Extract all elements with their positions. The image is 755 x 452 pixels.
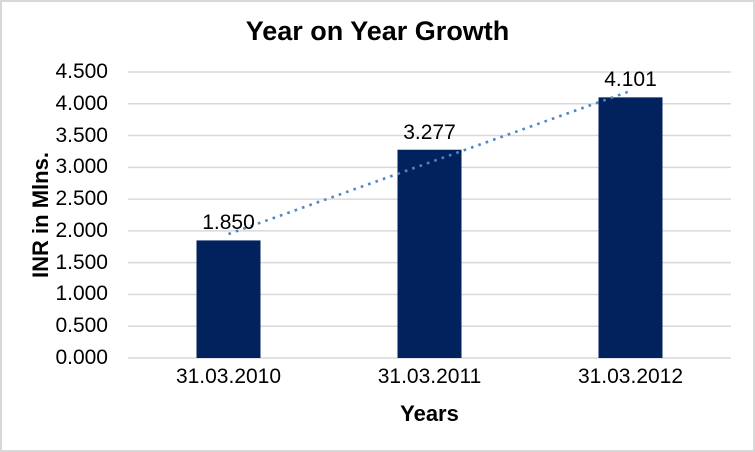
chart-title: Year on Year Growth — [245, 16, 510, 46]
y-tick-label: 4.500 — [55, 60, 108, 83]
y-tick-label: 1.500 — [55, 250, 108, 274]
y-tick-label: 2.000 — [55, 218, 108, 242]
bar-value-label: 1.850 — [202, 211, 255, 235]
x-category-label: 31.03.2012 — [577, 365, 684, 388]
x-axis-title: Years — [400, 401, 459, 426]
bar-value-label: 4.101 — [604, 68, 657, 92]
bar[interactable] — [598, 97, 663, 358]
y-tick-label: 2.500 — [55, 187, 108, 211]
x-category-label: 31.03.2010 — [175, 365, 282, 388]
y-tick-label: 3.500 — [55, 123, 108, 147]
y-tick-label: 3.000 — [55, 155, 108, 179]
y-tick-label: 0.500 — [55, 314, 108, 338]
x-category-label: 31.03.2011 — [377, 365, 482, 388]
bar[interactable] — [196, 240, 261, 358]
bar-value-label: 3.277 — [403, 120, 456, 144]
y-tick-label: 4.000 — [55, 91, 108, 115]
trendline[interactable] — [228, 89, 631, 236]
y-tick-label: 1.000 — [55, 282, 108, 306]
bar[interactable] — [397, 149, 462, 358]
y-tick-label: 0.000 — [55, 346, 108, 369]
